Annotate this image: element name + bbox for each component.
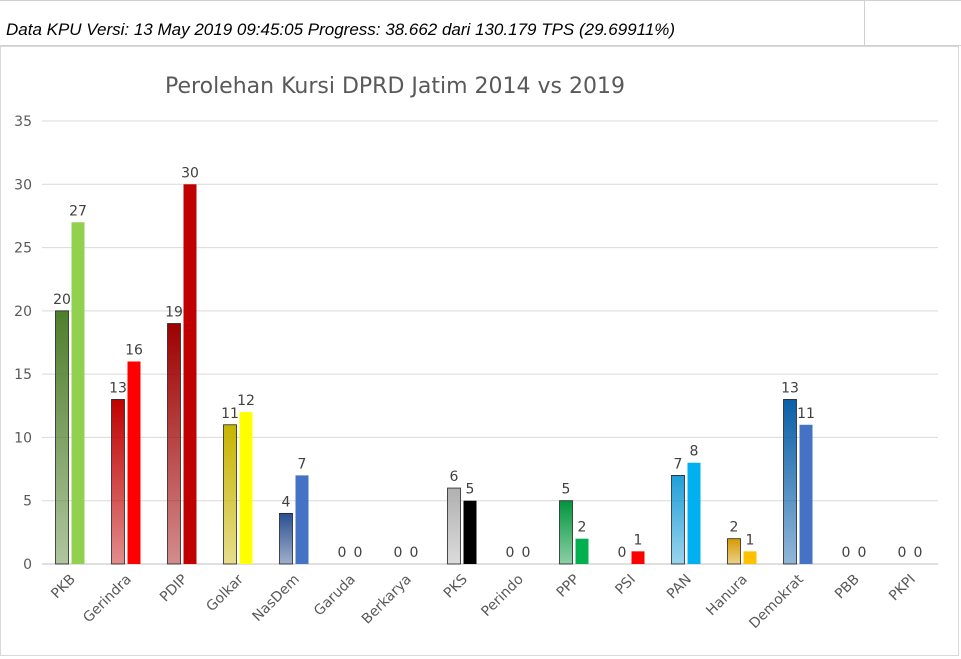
category-label: Berkarya bbox=[359, 572, 415, 628]
data-label-2014: 4 bbox=[282, 494, 291, 510]
data-label-2014: 0 bbox=[898, 545, 907, 561]
bar-2019 bbox=[743, 551, 757, 564]
bar-2019 bbox=[575, 538, 589, 564]
data-label-2014: 11 bbox=[221, 406, 239, 422]
data-label-2019: 0 bbox=[914, 545, 923, 561]
category-label: PPP bbox=[554, 572, 583, 601]
data-label-2014: 0 bbox=[506, 545, 515, 561]
category-label: PKPI bbox=[886, 572, 919, 605]
data-label-2019: 0 bbox=[354, 545, 363, 561]
header-bar: Data KPU Versi: 13 May 2019 09:45:05 Pro… bbox=[0, 0, 961, 46]
y-tick-label: 30 bbox=[14, 177, 32, 193]
data-label-2014: 0 bbox=[338, 545, 347, 561]
data-label-2019: 5 bbox=[466, 482, 475, 498]
data-label-2019: 12 bbox=[237, 393, 255, 409]
data-label-2014: 6 bbox=[450, 469, 459, 485]
bar-2019 bbox=[183, 184, 197, 565]
header-cell: Data KPU Versi: 13 May 2019 09:45:05 Pro… bbox=[0, 1, 865, 45]
data-label-2019: 16 bbox=[125, 342, 143, 358]
chart-area bbox=[0, 46, 959, 656]
bar-2019 bbox=[687, 462, 701, 564]
bar-2014 bbox=[111, 399, 125, 565]
bar-2019 bbox=[295, 475, 309, 564]
category-label: Demokrat bbox=[746, 571, 807, 632]
data-label-2019: 0 bbox=[522, 545, 531, 561]
data-label-2014: 13 bbox=[781, 380, 799, 396]
category-label: PSI bbox=[612, 572, 638, 598]
y-tick-label: 20 bbox=[14, 304, 32, 320]
data-label-2014: 5 bbox=[562, 482, 571, 498]
data-label-2014: 0 bbox=[618, 545, 627, 561]
y-tick-label: 35 bbox=[14, 114, 32, 130]
y-tick-label: 10 bbox=[14, 430, 32, 446]
data-label-2014: 13 bbox=[109, 380, 127, 396]
data-label-2019: 27 bbox=[69, 203, 87, 219]
category-label: Golkar bbox=[203, 571, 247, 615]
data-label-2014: 7 bbox=[674, 456, 683, 472]
data-label-2019: 11 bbox=[797, 406, 815, 422]
data-label-2019: 7 bbox=[298, 456, 307, 472]
bar-2014 bbox=[727, 538, 741, 565]
data-label-2019: 1 bbox=[746, 532, 755, 548]
data-label-2014: 2 bbox=[730, 520, 739, 536]
data-label-2019: 0 bbox=[410, 545, 419, 561]
category-label: PKS bbox=[441, 571, 471, 601]
data-label-2014: 19 bbox=[165, 305, 183, 321]
chart-title: Perolehan Kursi DPRD Jatim 2014 vs 2019 bbox=[165, 74, 625, 99]
bar-2019 bbox=[631, 551, 645, 564]
data-label-2019: 1 bbox=[634, 532, 643, 548]
bar-2019 bbox=[463, 500, 477, 564]
y-axis-ticks: 0 5 10 15 20 25 30 35 bbox=[14, 114, 32, 573]
y-tick-label: 0 bbox=[23, 557, 32, 573]
data-label-2014: 0 bbox=[842, 545, 851, 561]
bar-2014 bbox=[559, 500, 573, 565]
category-label: PKB bbox=[48, 572, 79, 603]
category-label: PBB bbox=[832, 572, 863, 603]
bar-2019 bbox=[799, 424, 813, 564]
bar-2014 bbox=[279, 512, 293, 565]
data-label-2019: 30 bbox=[181, 165, 199, 181]
bar-2014 bbox=[447, 487, 461, 565]
bar-2014 bbox=[55, 310, 69, 565]
category-label: Perindo bbox=[478, 572, 526, 620]
category-label: Gerindra bbox=[80, 572, 135, 627]
data-label-2014: 0 bbox=[394, 545, 403, 561]
bar-2014 bbox=[671, 474, 685, 565]
bar-2014 bbox=[783, 399, 797, 565]
category-label: NasDem bbox=[250, 572, 303, 625]
bar-2014 bbox=[167, 323, 181, 565]
y-tick-label: 5 bbox=[23, 494, 32, 510]
bar-2019 bbox=[71, 222, 85, 564]
data-label-2019: 0 bbox=[858, 545, 867, 561]
data-label-2019: 2 bbox=[578, 520, 587, 536]
bar-2019 bbox=[127, 361, 141, 564]
bars bbox=[55, 184, 813, 565]
category-label: Garuda bbox=[311, 572, 359, 620]
header-text: Data KPU Versi: 13 May 2019 09:45:05 Pro… bbox=[6, 20, 676, 39]
category-labels: PKB Gerindra PDIP Golkar NasDem Garuda Berkary… bbox=[48, 571, 919, 632]
y-tick-label: 15 bbox=[14, 367, 32, 383]
bar-2019 bbox=[239, 412, 253, 564]
y-tick-label: 25 bbox=[14, 241, 32, 257]
category-label: PAN bbox=[664, 572, 695, 603]
category-label: Hanura bbox=[703, 572, 751, 620]
category-label: PDIP bbox=[157, 572, 191, 606]
data-label-2019: 8 bbox=[690, 444, 699, 460]
data-label-2014: 20 bbox=[53, 292, 71, 308]
bar-2014 bbox=[223, 424, 237, 565]
